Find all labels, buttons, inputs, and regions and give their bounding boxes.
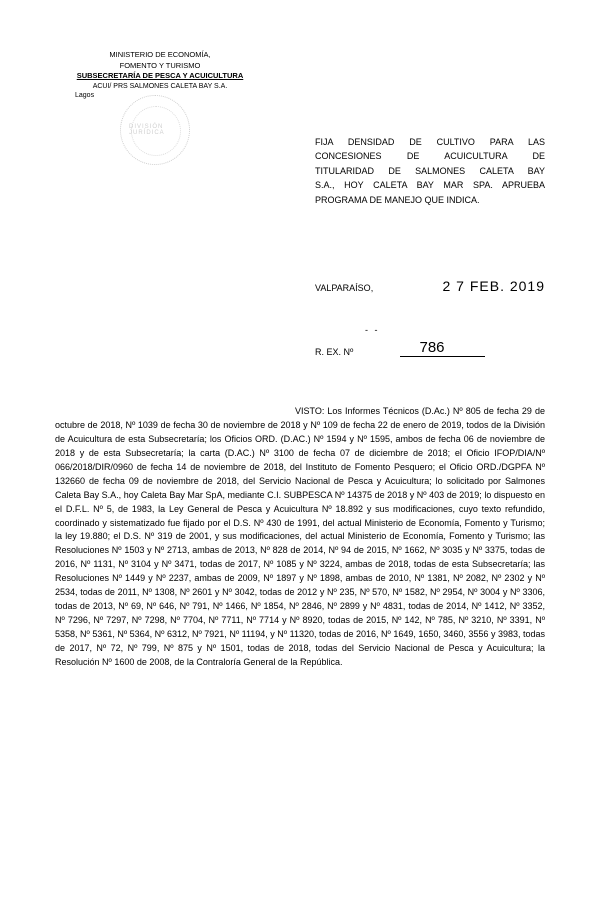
- header-ministry: MINISTERIO DE ECONOMÍA,: [55, 50, 265, 61]
- title-line: S.A., HOY CALETA BAY MAR SPA. APRUEBA: [315, 178, 545, 192]
- title-line: TITULARIDAD DE SALMONES CALETA BAY: [315, 164, 545, 178]
- title-line: FIJA DENSIDAD DE CULTIVO PARA LAS: [315, 135, 545, 149]
- location-date-row: VALPARAÍSO, 2 7 FEB. 2019: [315, 278, 545, 294]
- date-text: 2 7 FEB. 2019: [442, 278, 545, 294]
- resolution-number-row: - - R. EX. Nº 786: [315, 325, 545, 357]
- rex-dash: - -: [365, 325, 380, 335]
- title-line: PROGRAMA DE MANEJO QUE INDICA.: [315, 193, 545, 207]
- official-stamp: DIVISIÓN JURÍDICA: [120, 95, 190, 165]
- body-paragraph: Los Informes Técnicos (D.Ac.) Nº 805 de …: [55, 406, 545, 667]
- location-text: VALPARAÍSO,: [315, 283, 373, 293]
- document-body: VISTO: Los Informes Técnicos (D.Ac.) Nº …: [55, 405, 545, 670]
- rex-number: 786: [400, 339, 485, 357]
- rex-label: R. EX. Nº: [315, 347, 380, 357]
- title-line: CONCESIONES DE ACUICULTURA DE: [315, 149, 545, 163]
- document-title: FIJA DENSIDAD DE CULTIVO PARA LAS CONCES…: [315, 135, 545, 207]
- ministry-header: MINISTERIO DE ECONOMÍA, FOMENTO Y TURISM…: [55, 50, 265, 101]
- visto-label: VISTO:: [295, 406, 324, 416]
- header-ref: ACUI/ PRS SALMONES CALETA BAY S.A.: [55, 82, 265, 92]
- header-dept: FOMENTO Y TURISMO: [55, 61, 265, 72]
- header-subsecretary: SUBSECRETARÍA DE PESCA Y ACUICULTURA: [55, 71, 265, 82]
- stamp-text: DIVISIÓN JURÍDICA: [129, 124, 189, 136]
